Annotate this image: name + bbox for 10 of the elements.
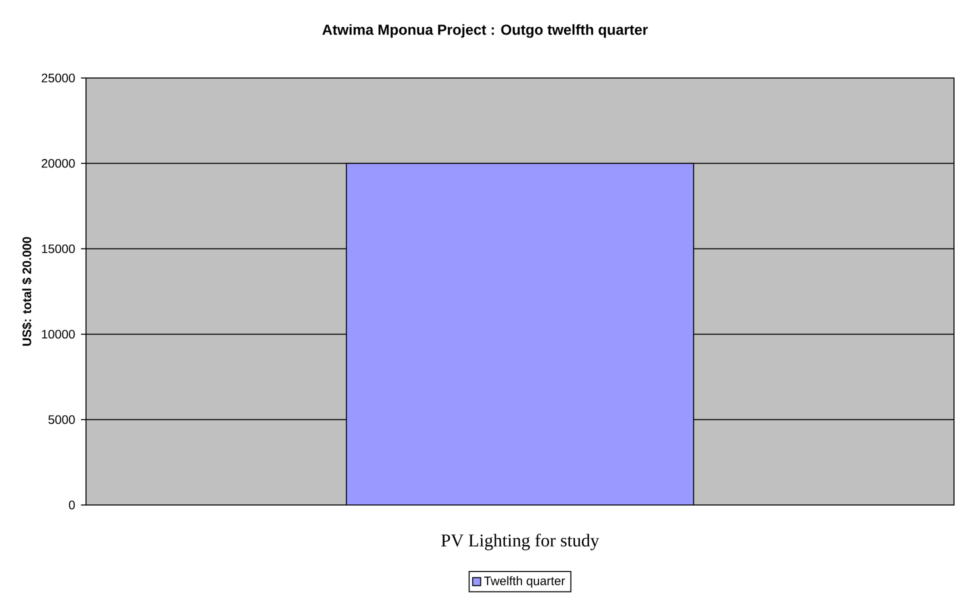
y-tick-label: 15000 <box>42 244 75 254</box>
y-tick-label: 10000 <box>42 330 75 339</box>
y-axis-title: US$: total $ 20.000 <box>22 237 32 346</box>
legend-label: Twelfth quarter <box>484 576 565 588</box>
y-tick-label: 5000 <box>48 415 75 424</box>
y-tick-label: 25000 <box>42 74 75 82</box>
y-tick-label: 20000 <box>42 159 75 168</box>
y-tick-label: 0 <box>68 500 75 510</box>
chart-title: Atwima Mponua Project : Outgo twelfth quarter <box>322 24 648 38</box>
x-tick-label: PV Lighting for study <box>441 534 600 550</box>
